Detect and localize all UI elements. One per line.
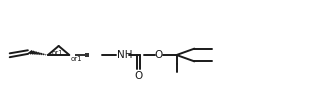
Text: or1: or1	[52, 50, 64, 56]
Text: O: O	[134, 71, 143, 81]
Text: or1: or1	[71, 56, 82, 62]
Text: O: O	[155, 50, 163, 60]
Text: NH: NH	[117, 50, 133, 60]
